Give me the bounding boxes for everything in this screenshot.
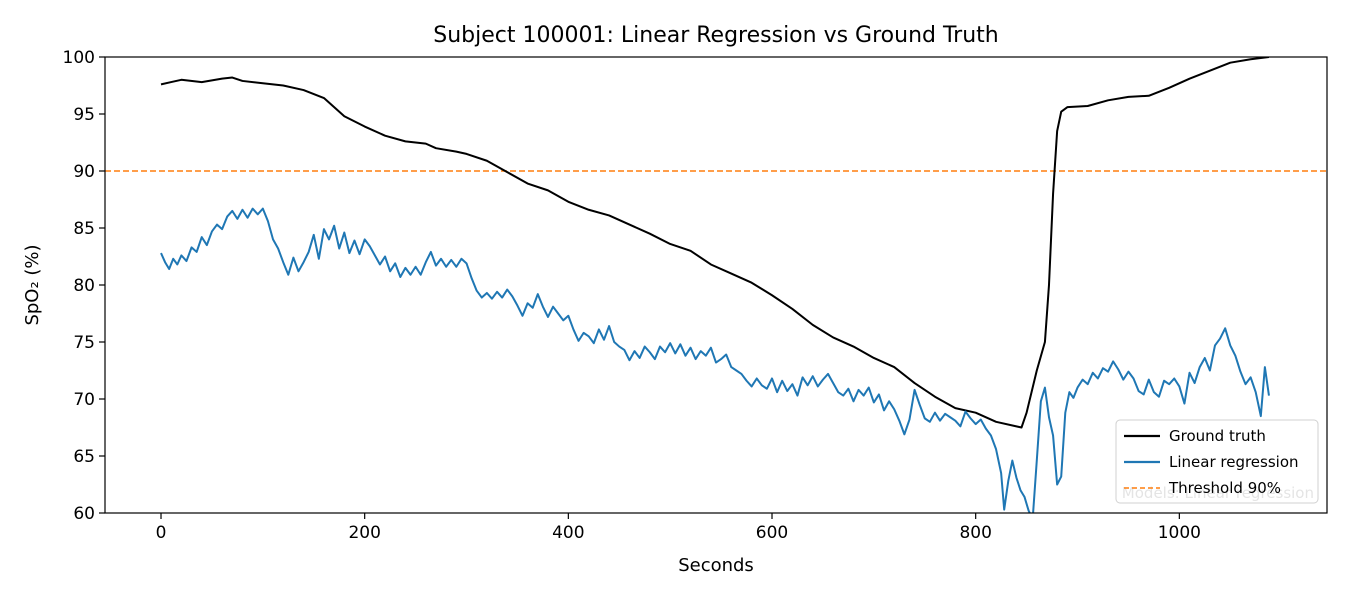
x-tick-label: 0: [156, 523, 167, 543]
y-tick-label: 65: [73, 447, 95, 467]
y-axis-title: SpO₂ (%): [22, 244, 43, 325]
legend-label-ground-truth: Ground truth: [1169, 427, 1266, 445]
legend-label-linear-regression: Linear regression: [1169, 453, 1299, 471]
chart-title: Subject 100001: Linear Regression vs Gro…: [433, 23, 998, 48]
series-line-linear-regression: [160, 207, 1270, 513]
x-tick-label: 400: [552, 523, 584, 543]
y-tick-label: 95: [73, 105, 95, 125]
legend: Ground truth Linear regression Threshold 9…: [1115, 419, 1319, 504]
series-line-ground-truth: [160, 57, 1270, 429]
legend-label-threshold: Threshold 90%: [1168, 479, 1281, 497]
y-tick-label: 100: [63, 48, 95, 68]
y-tick-label: 75: [73, 333, 95, 353]
y-tick-label: 60: [73, 504, 95, 524]
x-axis-title: Seconds: [678, 555, 754, 576]
plot-area: [105, 57, 1327, 513]
x-tick-label: 1000: [1158, 523, 1201, 543]
x-tick-label: 800: [959, 523, 991, 543]
y-tick-label: 90: [73, 162, 95, 182]
x-tick-label: 600: [756, 523, 788, 543]
y-tick-label: 80: [73, 276, 95, 296]
x-tick-label: 200: [348, 523, 380, 543]
legend-box: [1115, 419, 1319, 504]
y-tick-label: 70: [73, 390, 95, 410]
y-tick-label: 85: [73, 219, 95, 239]
